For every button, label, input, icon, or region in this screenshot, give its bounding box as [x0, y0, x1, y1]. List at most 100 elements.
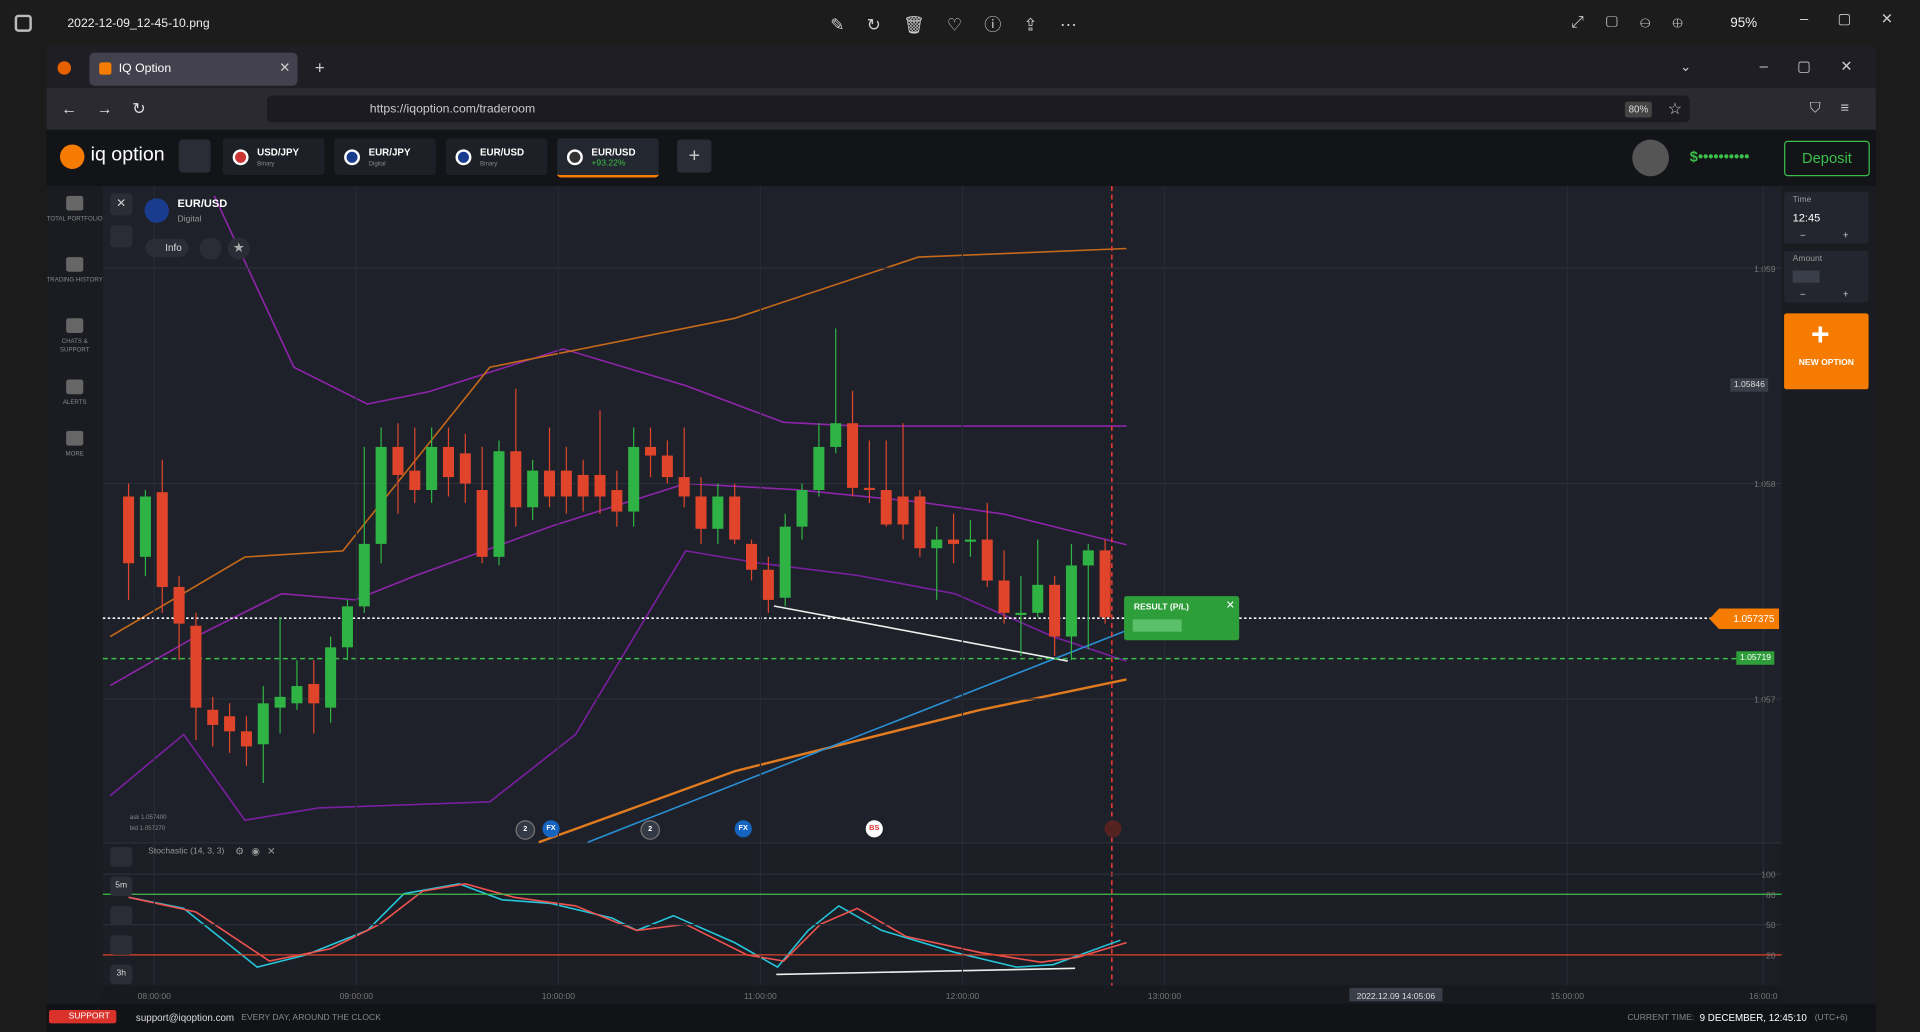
indicator-tools[interactable]: ⚙◉✕: [235, 845, 283, 857]
tab-list[interactable]: ⌄: [1680, 59, 1692, 75]
sidebar-item[interactable]: TRADING HISTORY: [47, 257, 103, 285]
time-label: Time: [1792, 195, 1812, 205]
alert-button[interactable]: [199, 237, 222, 260]
add-tab[interactable]: +: [677, 139, 712, 173]
bid: bid 1.057270: [129, 825, 166, 833]
result-box[interactable]: [1124, 596, 1240, 641]
tab-title[interactable]: IQ Option: [118, 62, 172, 76]
level-label: 20: [1766, 951, 1776, 961]
sidebar-label: TOTAL PORTFOLIO: [46, 215, 103, 223]
level-label: 50: [1766, 920, 1776, 930]
url[interactable]: https://iqoption.com/traderoom: [369, 102, 536, 117]
event-marker[interactable]: 2: [640, 820, 661, 840]
browser-menu[interactable]: ⛉≡: [1809, 99, 1869, 117]
zoom[interactable]: 95%: [1730, 15, 1758, 31]
candle-body: [325, 647, 337, 708]
asset-pair[interactable]: EUR/USD: [177, 197, 228, 210]
time-minus[interactable]: −: [1800, 230, 1806, 242]
draw-button[interactable]: [110, 905, 133, 926]
event-marker[interactable]: FX: [542, 820, 560, 838]
asset-kind: Digital: [177, 215, 202, 225]
asset-tab[interactable]: EUR/JPY Digital: [334, 138, 436, 176]
candle-body: [442, 446, 454, 478]
time-label: CURRENT TIME:: [1627, 1013, 1695, 1023]
logo[interactable]: iq option: [90, 144, 165, 166]
time-plus[interactable]: +: [1842, 230, 1849, 242]
sidebar-item[interactable]: MORE: [47, 430, 103, 459]
candle-body: [476, 490, 488, 557]
drawn-line: [773, 605, 1068, 662]
new-option-button[interactable]: [1784, 313, 1869, 390]
event-marker[interactable]: FX: [734, 820, 752, 838]
tab-pair: USD/JPY: [257, 146, 300, 158]
amount-value[interactable]: [1792, 270, 1820, 283]
collapse[interactable]: [110, 225, 133, 248]
candle-body: [123, 496, 135, 564]
sidebar-label: ALERTS: [62, 399, 87, 407]
page-zoom[interactable]: 80%: [1624, 101, 1652, 118]
viewer-tools[interactable]: ✎↻🗑♡ⓘ⇪⋯: [830, 14, 1099, 35]
flag: [455, 149, 472, 166]
deposit-button[interactable]: Deposit: [1784, 140, 1870, 177]
new-option-label[interactable]: NEW OPTION: [1798, 358, 1854, 368]
event-marker[interactable]: 2: [515, 820, 536, 840]
support-button[interactable]: SUPPORT: [48, 1009, 116, 1024]
range-button[interactable]: 3h: [110, 964, 133, 985]
window-controls[interactable]: –▢✕: [1800, 9, 1920, 27]
support-email[interactable]: support@iqoption.com: [135, 1012, 235, 1024]
candle-body: [645, 446, 657, 456]
balance[interactable]: $••••••••••: [1689, 148, 1750, 166]
tab-close[interactable]: ✕: [279, 61, 291, 76]
time-box[interactable]: [1784, 192, 1869, 244]
moving-average-slow: [538, 678, 1127, 844]
close-chart[interactable]: ✕: [110, 193, 133, 216]
favorite-button[interactable]: ★: [227, 237, 250, 260]
new-tab[interactable]: +: [314, 57, 325, 78]
chart-type-button[interactable]: [110, 847, 133, 867]
asset-tab-active[interactable]: EUR/USD +93.22%: [557, 138, 659, 178]
candle-body: [695, 496, 707, 529]
bollinger-middle: [109, 482, 1127, 687]
amount-plus[interactable]: +: [1842, 288, 1849, 300]
candle-body: [257, 703, 269, 745]
sidebar-label: CHATS & SUPPORT: [59, 337, 90, 354]
browser-controls[interactable]: –▢✕: [1759, 57, 1883, 75]
timezone: (UTC+6): [1814, 1013, 1848, 1023]
candle-body: [678, 477, 690, 497]
candle-body: [661, 455, 673, 478]
url-bar[interactable]: [266, 95, 1690, 123]
event-marker[interactable]: BS: [865, 820, 883, 838]
tab-strip: [46, 46, 1876, 89]
viewer-margin: [1875, 46, 1920, 1032]
logo-icon: [60, 144, 85, 169]
timeframe-button[interactable]: 5m: [110, 876, 133, 897]
info-button[interactable]: Info: [145, 238, 189, 258]
browser-tab[interactable]: [89, 52, 298, 86]
tab-sub: Binary: [480, 160, 498, 168]
level-label: 100: [1761, 870, 1776, 880]
candle-body: [779, 526, 791, 598]
asset-tab[interactable]: EUR/USD Binary: [445, 138, 548, 176]
candle-body: [964, 539, 976, 542]
viewer-tools-right[interactable]: ⤢▢⊖⊕: [1571, 12, 1705, 31]
bookmark[interactable]: ☆: [1667, 99, 1683, 118]
candle-body: [762, 569, 774, 600]
nav-buttons[interactable]: ←→↻: [61, 99, 166, 118]
indicator-button[interactable]: [110, 935, 133, 955]
result-close[interactable]: ✕: [1225, 598, 1235, 611]
candle-body: [981, 539, 993, 581]
tab-profit: +93.22%: [591, 159, 626, 168]
sidebar-item[interactable]: ALERTS: [47, 379, 103, 408]
grid-button[interactable]: [178, 139, 211, 173]
sidebar-item[interactable]: TOTAL PORTFOLIO: [46, 195, 103, 224]
amount-label: Amount: [1792, 254, 1823, 264]
time-value[interactable]: 12:45: [1792, 211, 1821, 225]
amount-minus[interactable]: −: [1800, 288, 1806, 300]
asset-tab[interactable]: USD/JPY Binary: [222, 138, 325, 176]
sidebar-item[interactable]: CHATS & SUPPORT: [47, 318, 103, 355]
avatar[interactable]: [1632, 139, 1669, 177]
candle-body: [1065, 565, 1077, 637]
candle-body: [493, 451, 505, 557]
